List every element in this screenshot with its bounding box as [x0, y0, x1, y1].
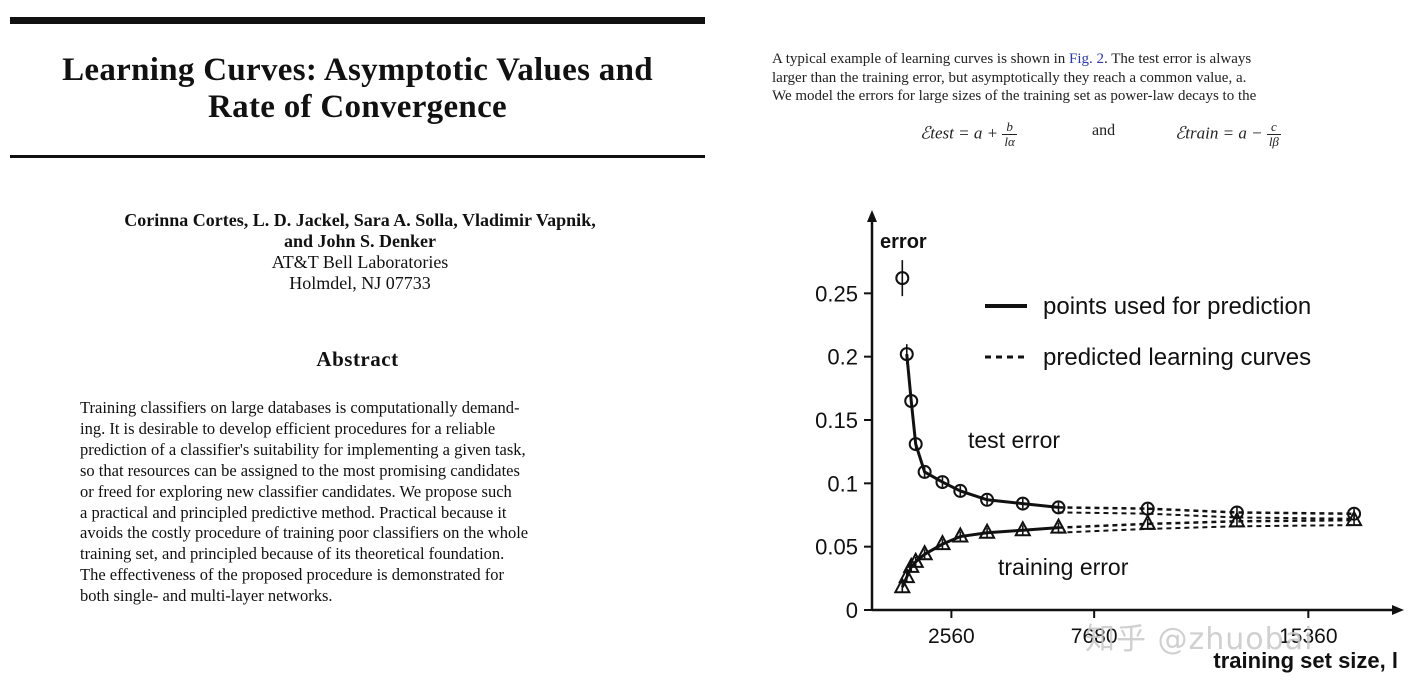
- test-error-point: [953, 483, 968, 498]
- abstract-line: both single- and multi-layer networks.: [80, 586, 333, 606]
- abstract-line: or freed for exploring new classifier ca…: [80, 481, 512, 501]
- test-error-point: [917, 464, 932, 479]
- test-error-point: [1051, 500, 1066, 515]
- learning-curves-chart: 0 0.05 0.1 0.15 0.2 0.25 2560 7680 15360 error tra…: [815, 210, 1404, 673]
- training-error-point: [951, 526, 969, 543]
- excerpt-paragraph: A typical example of learning curves is …: [772, 51, 1257, 104]
- test-error-point: [895, 271, 910, 286]
- location: Holmdel, NJ 07733: [289, 273, 431, 293]
- abstract-line: so that resources can be assigned to the…: [80, 460, 520, 480]
- series-line-dashed: [1058, 518, 1355, 529]
- y-tick-label: 0.25: [815, 281, 858, 306]
- abstract-text: Training classifiers on large databases …: [80, 398, 640, 607]
- test-error-point: [899, 347, 914, 362]
- author-block: Corinna Cortes, L. D. Jackel, Sara A. So…: [40, 210, 680, 294]
- series-line-dashed: [1058, 506, 1355, 515]
- y-tick-label: 0.2: [827, 345, 858, 370]
- annotation-test-error: test error: [968, 427, 1060, 453]
- training-error-point: [893, 577, 911, 594]
- y-axis-arrow: [867, 210, 877, 222]
- abstract-heading: Abstract: [316, 347, 399, 371]
- annotation-training-error: training error: [998, 554, 1129, 580]
- test-error-point: [904, 394, 919, 408]
- training-error-point: [1228, 511, 1246, 528]
- abstract-line: prediction of a classifier's suitability…: [80, 439, 526, 459]
- test-error-point: [1015, 496, 1030, 511]
- y-tick-label: 0: [846, 598, 858, 623]
- affiliation: AT&T Bell Laboratories: [271, 252, 449, 272]
- abstract-line: The effectiveness of the proposed proced…: [80, 565, 504, 585]
- y-axis-label: error: [880, 231, 927, 253]
- legend-label: predicted learning curves: [1043, 344, 1311, 371]
- y-tick-label: 0.1: [827, 471, 858, 496]
- legend-label: points used for prediction: [1043, 293, 1311, 320]
- power-law-formula: ℰtest = a + b lα and ℰtrain = a − c lβ: [920, 112, 1320, 154]
- training-error-point: [898, 566, 916, 584]
- authors-line-1: Corinna Cortes, L. D. Jackel, Sara A. So…: [124, 210, 596, 230]
- training-error-point: [1014, 520, 1032, 537]
- x-tick-label: 2560: [928, 625, 975, 648]
- abstract-line: training set, and principled because of …: [80, 544, 505, 564]
- training-error-point: [933, 534, 952, 551]
- training-error-point: [1345, 509, 1363, 527]
- train-error-equation: ℰtrain = a − c lβ: [1175, 119, 1281, 149]
- title-rule: [10, 155, 705, 158]
- abstract-line: ing. It is desirable to develop efficien…: [80, 418, 496, 438]
- y-tick-label: 0.05: [815, 535, 858, 560]
- x-axis-arrow: [1392, 605, 1404, 615]
- abstract-line: Training classifiers on large databases …: [80, 398, 520, 417]
- test-error-point: [908, 437, 923, 452]
- test-error-point: [935, 475, 950, 490]
- abstract-line: avoids the costly procedure of training …: [80, 523, 529, 543]
- training-error-point: [978, 522, 996, 539]
- training-error-point: [1139, 513, 1157, 530]
- paper-title: Learning Curves: Asymptotic Values and R…: [62, 52, 653, 125]
- series-line-dashed: [1058, 511, 1355, 520]
- x-axis-label: training set size, l: [1213, 648, 1398, 673]
- figure-link[interactable]: Fig. 2: [1069, 51, 1105, 67]
- training-error-point: [1049, 517, 1068, 534]
- paper-first-page: Learning Curves: Asymptotic Values and R…: [10, 17, 705, 607]
- y-tick-label: 0.15: [815, 408, 858, 433]
- training-error-point: [915, 544, 934, 561]
- x-tick-label: 7680: [1071, 625, 1118, 648]
- test-error-equation: ℰtest = a + b lα: [920, 119, 1017, 149]
- training-error-point: [902, 556, 920, 573]
- test-error-point: [980, 492, 995, 507]
- training-error-point: [907, 551, 925, 568]
- and-word: and: [1092, 122, 1116, 139]
- x-tick-label: 15360: [1279, 625, 1337, 648]
- series-line-dashed: [1058, 524, 1355, 534]
- paper-excerpt: A typical example of learning curves is …: [720, 0, 1410, 695]
- watermark: 知乎 @zhuobai: [1085, 622, 1314, 657]
- authors-line-2: and John S. Denker: [283, 231, 437, 251]
- abstract-line: a practical and principled predictive me…: [80, 502, 507, 522]
- top-rule: [10, 17, 705, 24]
